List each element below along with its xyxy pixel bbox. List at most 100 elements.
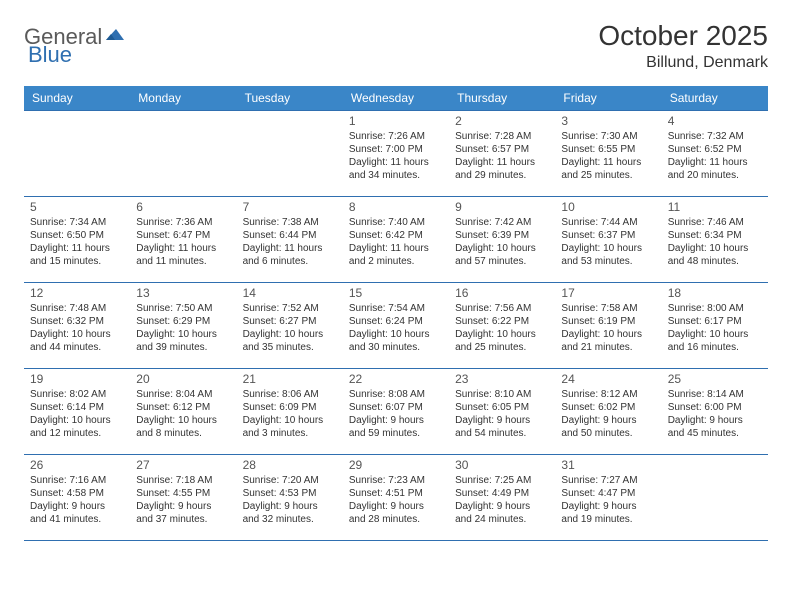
sunrise-text: Sunrise: 7:40 AM [349,217,443,230]
calendar-day-cell: 9Sunrise: 7:42 AMSunset: 6:39 PMDaylight… [449,197,555,283]
title-block: October 2025 Billund, Denmark [598,20,768,72]
daylight-text: Daylight: 10 hours and 30 minutes. [349,329,443,355]
day-header: Tuesday [237,86,343,111]
sunrise-text: Sunrise: 7:38 AM [243,217,337,230]
day-header: Thursday [449,86,555,111]
sunrise-text: Sunrise: 8:06 AM [243,389,337,402]
sunset-text: Sunset: 7:00 PM [349,144,443,157]
sunset-text: Sunset: 6:14 PM [30,402,124,415]
calendar-day-cell: 11Sunrise: 7:46 AMSunset: 6:34 PMDayligh… [662,197,768,283]
daylight-text: Daylight: 9 hours and 32 minutes. [243,501,337,527]
day-header: Monday [130,86,236,111]
sunset-text: Sunset: 4:58 PM [30,488,124,501]
day-number: 6 [136,200,230,215]
calendar-day-cell: 28Sunrise: 7:20 AMSunset: 4:53 PMDayligh… [237,455,343,541]
sunrise-text: Sunrise: 8:02 AM [30,389,124,402]
sunset-text: Sunset: 6:50 PM [30,230,124,243]
sunset-text: Sunset: 6:22 PM [455,316,549,329]
sunset-text: Sunset: 6:47 PM [136,230,230,243]
calendar-week-row: 26Sunrise: 7:16 AMSunset: 4:58 PMDayligh… [24,455,768,541]
calendar-week-row: 19Sunrise: 8:02 AMSunset: 6:14 PMDayligh… [24,369,768,455]
sunrise-text: Sunrise: 7:18 AM [136,475,230,488]
day-number: 11 [668,200,762,215]
sunset-text: Sunset: 4:47 PM [561,488,655,501]
sunset-text: Sunset: 6:12 PM [136,402,230,415]
calendar-day-cell: 5Sunrise: 7:34 AMSunset: 6:50 PMDaylight… [24,197,130,283]
daylight-text: Daylight: 9 hours and 45 minutes. [668,415,762,441]
calendar-day-cell: 25Sunrise: 8:14 AMSunset: 6:00 PMDayligh… [662,369,768,455]
day-number: 19 [30,372,124,387]
location-label: Billund, Denmark [598,54,768,72]
daylight-text: Daylight: 10 hours and 12 minutes. [30,415,124,441]
sunrise-text: Sunrise: 7:44 AM [561,217,655,230]
day-number: 24 [561,372,655,387]
sunrise-text: Sunrise: 7:42 AM [455,217,549,230]
day-number: 13 [136,286,230,301]
day-header-row: SundayMondayTuesdayWednesdayThursdayFrid… [24,86,768,111]
daylight-text: Daylight: 11 hours and 20 minutes. [668,157,762,183]
daylight-text: Daylight: 10 hours and 44 minutes. [30,329,124,355]
daylight-text: Daylight: 9 hours and 54 minutes. [455,415,549,441]
daylight-text: Daylight: 10 hours and 8 minutes. [136,415,230,441]
sunrise-text: Sunrise: 8:10 AM [455,389,549,402]
calendar-day-cell: 18Sunrise: 8:00 AMSunset: 6:17 PMDayligh… [662,283,768,369]
calendar-day-cell: 23Sunrise: 8:10 AMSunset: 6:05 PMDayligh… [449,369,555,455]
calendar-day-cell: 16 Sunrise: 7:56 AMSunset: 6:22 PMDayligh… [449,283,555,369]
day-number: 16 [455,286,549,301]
calendar-day-cell: 2 Sunrise: 7:28 AMSunset: 6:57 PMDaylight… [449,111,555,197]
daylight-text: Daylight: 10 hours and 25 minutes. [455,329,549,355]
day-number: 28 [243,458,337,473]
sunrise-text: Sunrise: 8:14 AM [668,389,762,402]
day-number: 8 [349,200,443,215]
calendar-table: SundayMondayTuesdayWednesdayThursdayFrid… [24,86,768,541]
month-title: October 2025 [598,20,768,52]
daylight-text: Daylight: 9 hours and 19 minutes. [561,501,655,527]
calendar-day-cell: 26Sunrise: 7:16 AMSunset: 4:58 PMDayligh… [24,455,130,541]
calendar-day-cell: 13Sunrise: 7:50 AMSunset: 6:29 PMDayligh… [130,283,236,369]
day-header: Friday [555,86,661,111]
daylight-text: Daylight: 10 hours and 57 minutes. [455,243,549,269]
day-header: Sunday [24,86,130,111]
calendar-day-cell: 19 Sunrise: 8:02 AMSunset: 6:14 PMDayligh… [24,369,130,455]
sunrise-text: Sunrise: 7:23 AM [349,475,443,488]
sunset-text: Sunset: 6:07 PM [349,402,443,415]
sunset-text: Sunset: 6:19 PM [561,316,655,329]
calendar-day-cell [24,111,130,197]
sunrise-text: Sunrise: 7:30 AM [561,131,655,144]
calendar-week-row: 1Sunrise: 7:26 AMSunset: 7:00 PMDaylight… [24,111,768,197]
calendar-day-cell: 15Sunrise: 7:54 AMSunset: 6:24 PMDayligh… [343,283,449,369]
day-number: 14 [243,286,337,301]
sunset-text: Sunset: 6:57 PM [455,144,549,157]
sunrise-text: Sunrise: 7:46 AM [668,217,762,230]
sunset-text: Sunset: 6:27 PM [243,316,337,329]
daylight-text: Daylight: 11 hours and 29 minutes. [455,157,549,183]
calendar-head: SundayMondayTuesdayWednesdayThursdayFrid… [24,86,768,111]
sunrise-text: Sunrise: 7:54 AM [349,303,443,316]
daylight-text: Daylight: 9 hours and 50 minutes. [561,415,655,441]
day-number: 7 [243,200,337,215]
sunset-text: Sunset: 6:52 PM [668,144,762,157]
day-number: 31 [561,458,655,473]
sunset-text: Sunset: 6:55 PM [561,144,655,157]
calendar-day-cell: 6Sunrise: 7:36 AMSunset: 6:47 PMDaylight… [130,197,236,283]
daylight-text: Daylight: 10 hours and 16 minutes. [668,329,762,355]
sunset-text: Sunset: 6:37 PM [561,230,655,243]
sunset-text: Sunset: 6:44 PM [243,230,337,243]
calendar-day-cell: 8Sunrise: 7:40 AMSunset: 6:42 PMDaylight… [343,197,449,283]
daylight-text: Daylight: 10 hours and 48 minutes. [668,243,762,269]
day-number: 2 [455,114,549,129]
sunset-text: Sunset: 6:17 PM [668,316,762,329]
day-header: Wednesday [343,86,449,111]
calendar-day-cell [662,455,768,541]
day-number: 4 [668,114,762,129]
day-number: 25 [668,372,762,387]
daylight-text: Daylight: 11 hours and 2 minutes. [349,243,443,269]
sunrise-text: Sunrise: 7:28 AM [455,131,549,144]
sunset-text: Sunset: 6:02 PM [561,402,655,415]
daylight-text: Daylight: 11 hours and 15 minutes. [30,243,124,269]
calendar-day-cell [237,111,343,197]
sunrise-text: Sunrise: 7:36 AM [136,217,230,230]
calendar-day-cell: 17Sunrise: 7:58 AMSunset: 6:19 PMDayligh… [555,283,661,369]
calendar-body: 1Sunrise: 7:26 AMSunset: 7:00 PMDaylight… [24,111,768,541]
sunrise-text: Sunrise: 7:56 AM [455,303,549,316]
